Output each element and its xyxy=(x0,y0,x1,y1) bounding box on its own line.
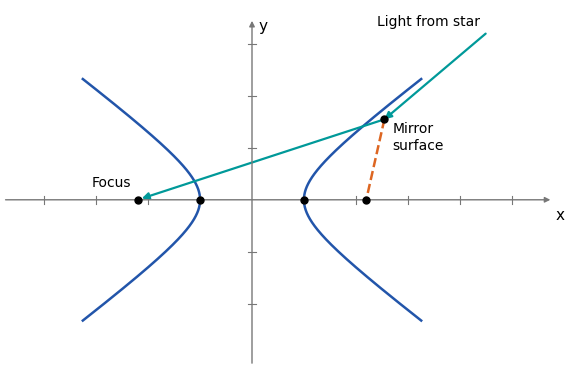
Text: Mirror
surface: Mirror surface xyxy=(392,122,443,153)
Text: y: y xyxy=(258,19,267,34)
Text: Focus: Focus xyxy=(92,176,132,190)
Text: x: x xyxy=(556,208,565,223)
Text: Light from star: Light from star xyxy=(378,15,480,30)
